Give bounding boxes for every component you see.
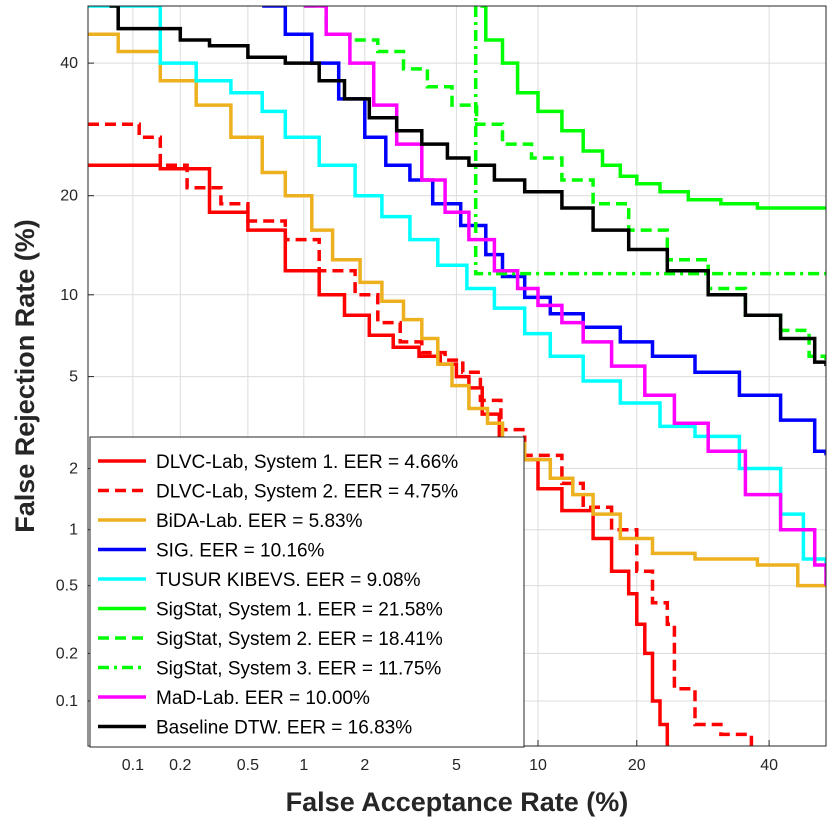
x-tick-label: 0.1 xyxy=(122,757,144,774)
y-axis-label: False Rejection Rate (%) xyxy=(10,219,40,533)
x-tick-label: 2 xyxy=(360,757,369,774)
x-tick-label: 40 xyxy=(760,757,778,774)
x-axis-label: False Acceptance Rate (%) xyxy=(286,787,629,817)
legend-label-7: SigStat, System 2. EER = 18.41% xyxy=(156,629,443,650)
series-line-10 xyxy=(109,6,826,367)
y-tick-label: 1 xyxy=(69,522,78,539)
legend-label-6: SigStat, System 1. EER = 21.58% xyxy=(156,600,443,621)
y-tick-label: 20 xyxy=(60,188,78,205)
legend: DLVC-Lab, System 1. EER = 4.66% DLVC-Lab,… xyxy=(89,436,525,748)
legend-box xyxy=(89,436,525,748)
y-tick-label: 10 xyxy=(60,287,78,304)
legend-label-5: TUSUR KIBEVS. EER = 9.08% xyxy=(156,570,421,591)
x-tick-label: 20 xyxy=(628,757,646,774)
legend-label-1: DLVC-Lab, System 1. EER = 4.66% xyxy=(156,452,458,473)
x-axis-ticks: 0.1 0.2 0.5 1 2 5 10 20 40 xyxy=(122,740,778,774)
series-line-2 xyxy=(88,122,754,746)
series-line-9 xyxy=(303,6,826,586)
y-tick-label: 0.1 xyxy=(56,693,78,710)
series-line-6 xyxy=(480,6,826,210)
y-tick-label: 0.2 xyxy=(56,645,78,662)
legend-label-3: BiDA-Lab. EER = 5.83% xyxy=(156,511,363,532)
legend-label-8: SigStat, System 3. EER = 11.75% xyxy=(156,659,441,680)
y-tick-label: 2 xyxy=(69,461,78,478)
y-axis-ticks: 0.1 0.2 0.5 1 2 5 10 20 40 xyxy=(56,55,94,710)
legend-label-4: SIG. EER = 10.16% xyxy=(156,541,325,562)
legend-label-2: DLVC-Lab, System 2. EER = 4.75% xyxy=(156,482,458,503)
x-tick-label: 0.5 xyxy=(237,757,259,774)
x-tick-label: 10 xyxy=(529,757,547,774)
x-tick-label: 5 xyxy=(452,757,461,774)
series-line-8 xyxy=(473,6,826,276)
series-line-3 xyxy=(88,32,826,588)
y-tick-label: 0.5 xyxy=(56,578,78,595)
legend-label-10: Baseline DTW. EER = 16.83% xyxy=(156,718,412,739)
y-tick-label: 40 xyxy=(60,55,78,72)
y-tick-label: 5 xyxy=(69,369,78,386)
x-tick-label: 1 xyxy=(299,757,308,774)
x-tick-label: 0.2 xyxy=(169,757,191,774)
series-line-1 xyxy=(88,163,670,746)
legend-label-9: MaD-Lab. EER = 10.00% xyxy=(156,688,370,709)
series-lines xyxy=(88,6,826,746)
